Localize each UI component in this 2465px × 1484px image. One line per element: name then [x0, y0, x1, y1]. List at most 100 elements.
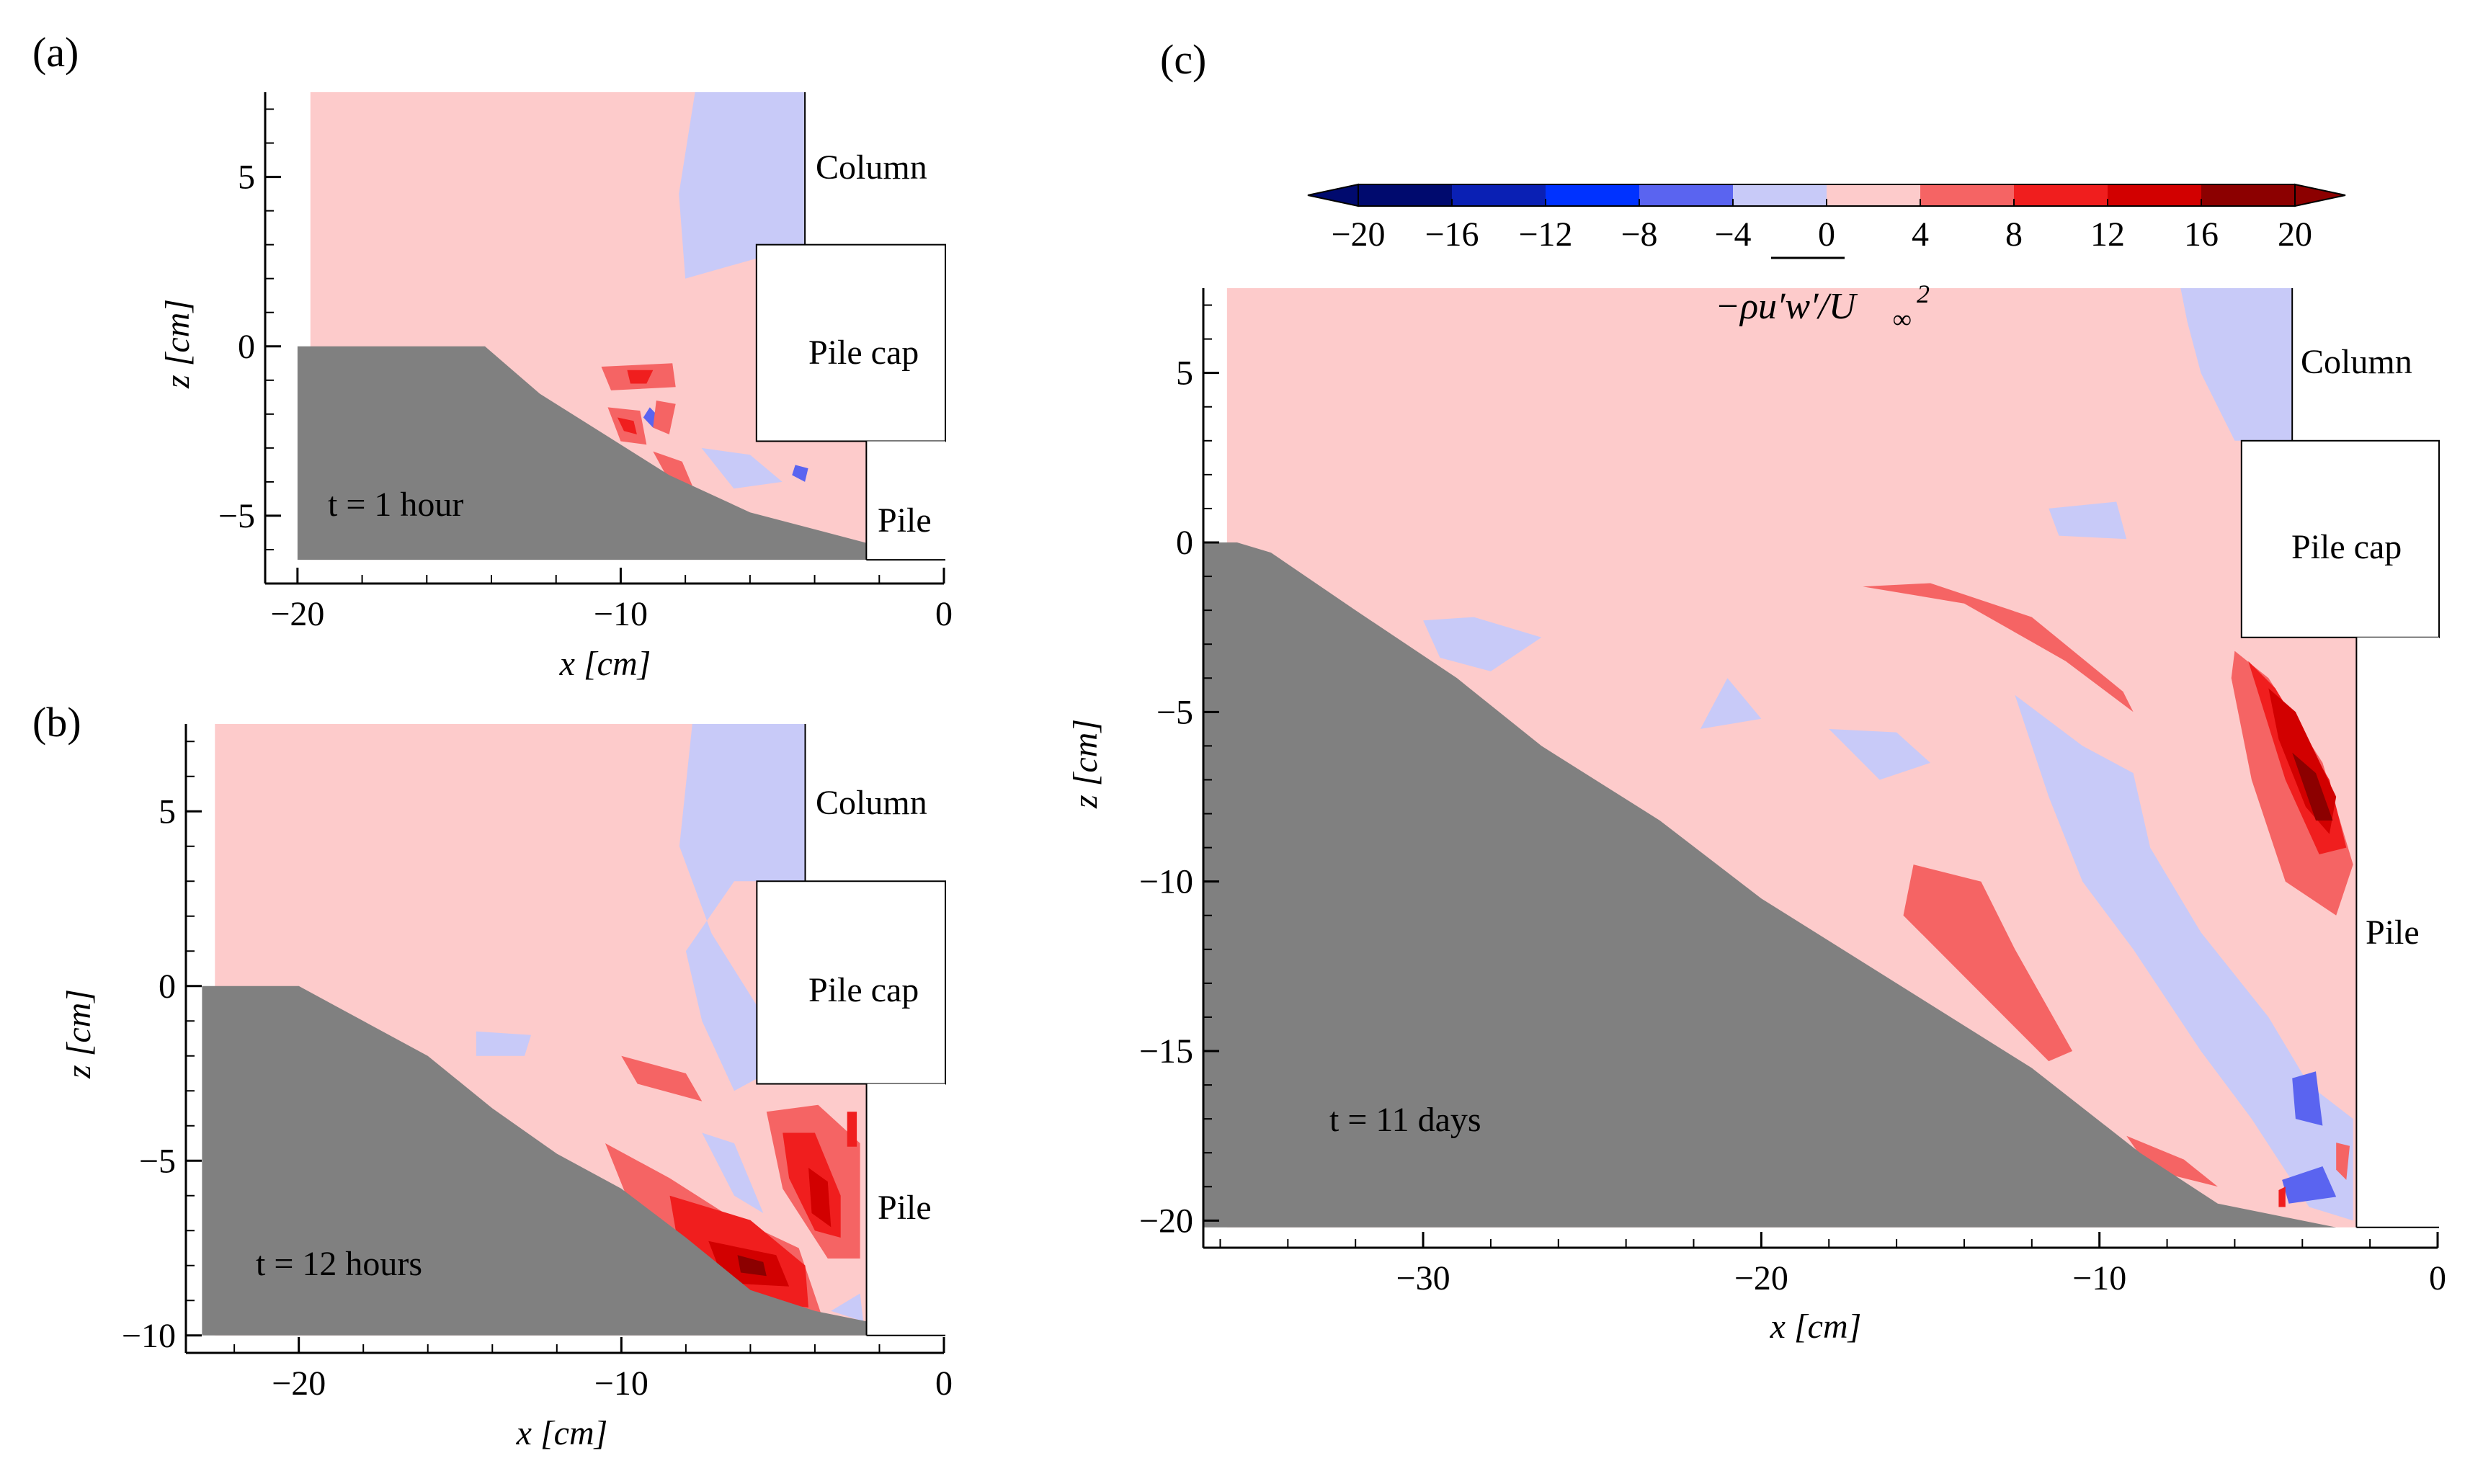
b-negative-region-0 [679, 724, 806, 1091]
colorbar-tick-label: −4 [1714, 215, 1751, 254]
b-y-tick-label: −5 [139, 1142, 176, 1180]
a-positive-region-5 [617, 417, 637, 434]
colorbar-tick-label: −8 [1621, 215, 1657, 254]
colorbar-tick-label: −12 [1518, 215, 1572, 254]
colorbar-cell-neg_4 [1733, 184, 1827, 206]
colorbar-cell-neg_12 [1546, 184, 1639, 206]
c-y-tick-label: −5 [1156, 693, 1193, 731]
colorbar-tick-label: 16 [2184, 215, 2219, 254]
a-column [805, 92, 945, 245]
a-negative-region-1 [701, 447, 783, 489]
a-x-tick-label: −10 [594, 595, 648, 633]
c-pile-cap [2240, 439, 2441, 638]
colorbar-tick-label: 20 [2278, 215, 2312, 254]
b-y-tick-label: 0 [159, 967, 176, 1006]
panel-c-time-label: t = 11 days [1329, 1101, 1481, 1139]
c-negative-region-4 [1829, 728, 1930, 780]
a-positive-region-3 [653, 451, 695, 492]
colorbar-cell-neg_20 [1358, 184, 1452, 206]
colorbar-label-sup: 2 [1917, 280, 1930, 308]
c-negative-region-2 [1423, 617, 1542, 671]
c-positive-region-4 [2336, 1143, 2350, 1180]
b-negative-region-2 [702, 1132, 764, 1213]
panel-c-column-label: Column [2301, 343, 2412, 381]
a-y-tick-label: −5 [218, 497, 255, 535]
b-x-tick-label: 0 [935, 1364, 953, 1403]
panel-c-label: (c) [1160, 36, 1206, 83]
b-positive-region-5 [847, 1112, 857, 1147]
panel-b-column-label: Column [816, 784, 927, 822]
panel-a-label: (a) [32, 29, 79, 76]
b-bed [202, 985, 867, 1336]
c-positive-region-6 [2278, 1186, 2286, 1207]
c-negative-region-7 [2292, 1071, 2323, 1126]
colorbar: −20 −16 −12 −8 −4 0 4 8 12 16 20 −ρu′w′/U ∞ 2 [1307, 183, 2346, 334]
panel-a-xlabel: x [cm] [559, 645, 651, 683]
c-column [2292, 288, 2439, 441]
colorbar-cell-pos_8 [2014, 184, 2108, 206]
colorbar-tick-label: −16 [1425, 215, 1479, 254]
c-negative-region-1 [2049, 501, 2127, 540]
c-y-tick-label: 0 [1176, 524, 1193, 562]
c-positive-region-8 [2292, 752, 2333, 821]
colorbar-cell-pos_0 [1827, 184, 1920, 206]
c-negative-region-8 [2282, 1166, 2337, 1204]
c-x-tick-label: −10 [2072, 1259, 2126, 1297]
panel-b-xlabel: x [cm] [516, 1414, 608, 1452]
a-pile [866, 441, 945, 560]
a-negative-region-0 [679, 92, 806, 279]
colorbar-cell-neg_16 [1452, 184, 1546, 206]
b-positive-region-7 [808, 1168, 832, 1228]
a-y-tick-label: 0 [238, 328, 255, 366]
c-x-tick-label: 0 [2429, 1259, 2446, 1297]
a-x-tick-label: −20 [270, 595, 324, 633]
colorbar-label-main: −ρu′w′/U [1715, 286, 1858, 327]
panel-b: −20 −10 0 −10 −5 0 5 (b) t = 12 hours Column P… [32, 699, 953, 1452]
colorbar-tick-label: 8 [2005, 215, 2023, 254]
a-x-tick-label: 0 [935, 595, 953, 633]
colorbar-tick-label: 4 [1912, 215, 1929, 254]
panel-b-ylabel: z [cm] [60, 989, 98, 1079]
c-y-tick-label: −20 [1139, 1202, 1193, 1240]
b-column [805, 724, 945, 882]
panel-c-pile-label: Pile [2366, 913, 2420, 952]
panel-c-pile-cap-label: Pile cap [2291, 528, 2402, 566]
colorbar-label-sub: ∞ [1893, 305, 1912, 334]
b-negative-region-1 [476, 1031, 531, 1056]
colorbar-tick-label: −20 [1331, 215, 1385, 254]
panel-c-xlabel: x [cm] [1770, 1308, 1862, 1346]
a-negative-region-3 [792, 465, 808, 482]
panel-a-time-label: t = 1 hour [328, 486, 463, 524]
b-x-tick-label: −20 [272, 1364, 326, 1403]
c-positive-region-0 [1863, 583, 2134, 712]
colorbar-tick-label: 12 [2090, 215, 2125, 254]
c-negative-region-5 [2015, 694, 2353, 1221]
b-pile [866, 1083, 945, 1336]
b-negative-region-3 [831, 1293, 864, 1322]
panel-a: −20 −10 0 −5 0 5 (a) t = 1 hour Column Pile c… [32, 29, 953, 683]
c-y-tick-label: −10 [1139, 863, 1193, 901]
colorbar-cell-pos_16 [2201, 184, 2295, 206]
b-y-tick-label: 5 [159, 792, 176, 831]
c-positive-region-3 [2126, 1135, 2218, 1187]
colorbar-cell-pos_4 [1920, 184, 2014, 206]
panel-b-time-label: t = 12 hours [256, 1245, 422, 1283]
c-positive-region-1 [1903, 864, 2073, 1062]
panel-a-pile-label: Pile [878, 501, 932, 540]
colorbar-extend-low [1307, 183, 1359, 207]
b-x-tick-label: −10 [594, 1364, 648, 1403]
colorbar-tick-label: 0 [1818, 215, 1835, 254]
a-pile-cap [755, 243, 947, 442]
a-positive-region-4 [627, 370, 654, 384]
c-y-tick-label: −15 [1139, 1032, 1193, 1070]
c-negative-region-3 [1700, 678, 1762, 729]
panel-c-ylabel: z [cm] [1066, 719, 1105, 809]
panel-b-pile-label: Pile [878, 1189, 932, 1227]
c-pile [2356, 637, 2439, 1228]
colorbar-extend-high [2294, 183, 2346, 207]
colorbar-cell-neg_8 [1639, 184, 1733, 206]
a-bed [297, 346, 867, 560]
colorbar-cell-pos_12 [2108, 184, 2201, 206]
panel-a-ylabel: z [cm] [159, 299, 197, 389]
